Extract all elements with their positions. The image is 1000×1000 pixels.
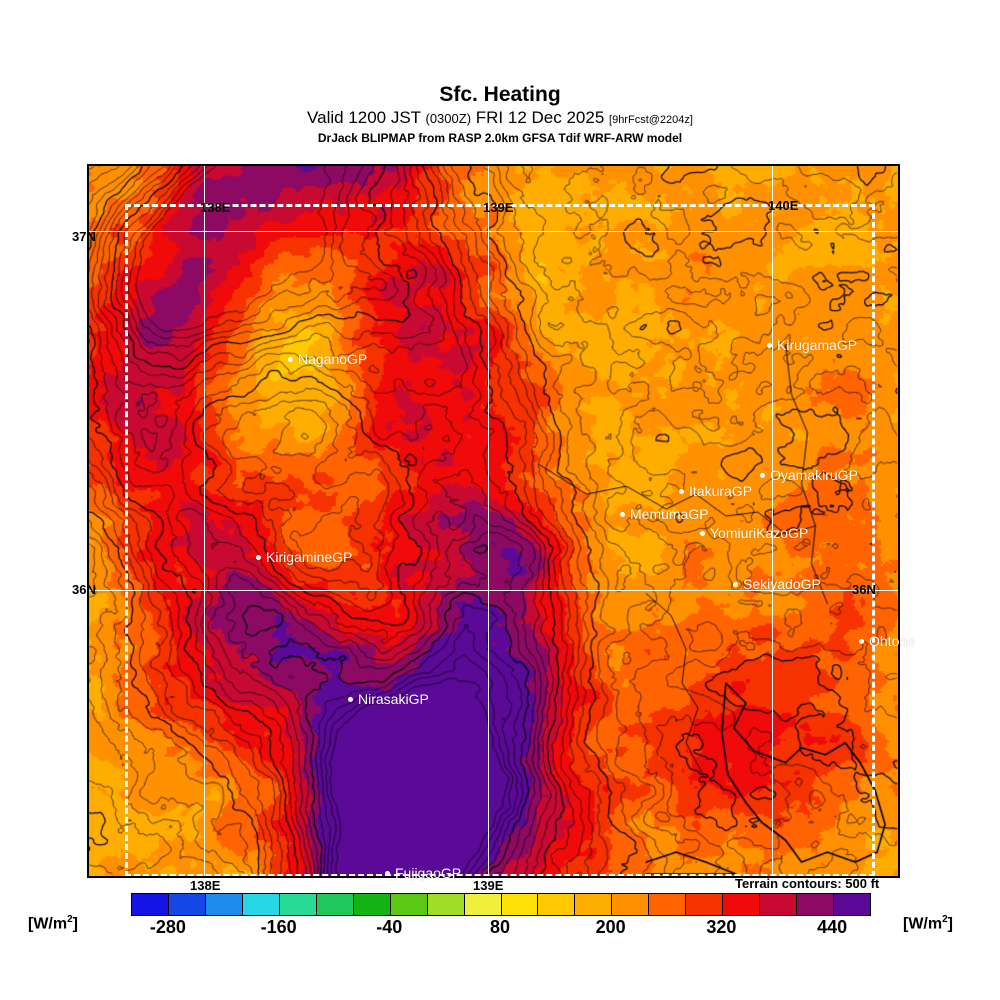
colorbar-tick-80: 80: [489, 917, 511, 937]
colorbar-swatch-3: [242, 894, 280, 915]
axis-label-lon-138e: 138E: [190, 878, 221, 893]
colorbar-swatch-19: [834, 894, 871, 915]
colorbar-tick--40: -40: [376, 917, 403, 937]
colorbar-swatch-10: [501, 894, 539, 915]
forecast-tag: [9hrFcst@2204z]: [609, 114, 693, 126]
colorbar-swatch-17: [760, 894, 798, 915]
colorbar-swatch-6: [353, 894, 391, 915]
colorbar-swatch-5: [316, 894, 354, 915]
map-frame[interactable]: [87, 164, 900, 878]
colorbar-swatch-14: [649, 894, 687, 915]
valid-time-utc: (0300Z): [425, 111, 472, 126]
colorbar-tick-440: 440: [817, 917, 848, 937]
colorbar-swatch-12: [575, 894, 613, 915]
terrain-contour-note: Terrain contours: 500 ft: [735, 876, 880, 891]
colorbar-swatch-4: [279, 894, 317, 915]
axis-label-lon-139e: 139E: [473, 878, 504, 893]
colorbar-swatch-7: [390, 894, 428, 915]
colorbar-swatch-15: [686, 894, 724, 915]
colorbar-unit-left: [W/m2]: [28, 914, 78, 933]
model-source-line: DrJack BLIPMAP from RASP 2.0km GFSA Tdif…: [317, 131, 683, 145]
title-block: Sfc. Heating Valid 1200 JST (0300Z) FRI …: [0, 83, 1000, 146]
page-title: Sfc. Heating: [439, 83, 561, 106]
colorbar-swatch-8: [427, 894, 465, 915]
colorbar-tick-320: 320: [706, 917, 737, 937]
valid-date: FRI 12 Dec 2025: [475, 108, 605, 127]
colorbar-swatch-1: [168, 894, 206, 915]
colorbar-swatch-0: [132, 894, 169, 915]
colorbar-swatch-2: [205, 894, 243, 915]
colorbar-swatch-16: [723, 894, 761, 915]
colorbar-tick--280: -280: [149, 917, 186, 937]
colorbar-legend: [W/m2] [W/m2] -280 -160 -40 80 200 320 440: [0, 890, 1000, 950]
colorbar-tick--160: -160: [260, 917, 297, 937]
colorbar-swatches[interactable]: [131, 893, 871, 916]
colorbar-swatch-11: [538, 894, 576, 915]
heating-field-canvas: [89, 166, 898, 876]
colorbar-unit-right: [W/m2]: [903, 914, 953, 933]
colorbar-tick-200: 200: [595, 917, 626, 937]
valid-time-line: Valid 1200 JST (0300Z) FRI 12 Dec 2025 […: [0, 108, 1000, 130]
colorbar-swatch-13: [612, 894, 650, 915]
colorbar-swatch-18: [797, 894, 835, 915]
valid-time-local: Valid 1200 JST: [307, 108, 421, 127]
colorbar-swatch-9: [464, 894, 502, 915]
